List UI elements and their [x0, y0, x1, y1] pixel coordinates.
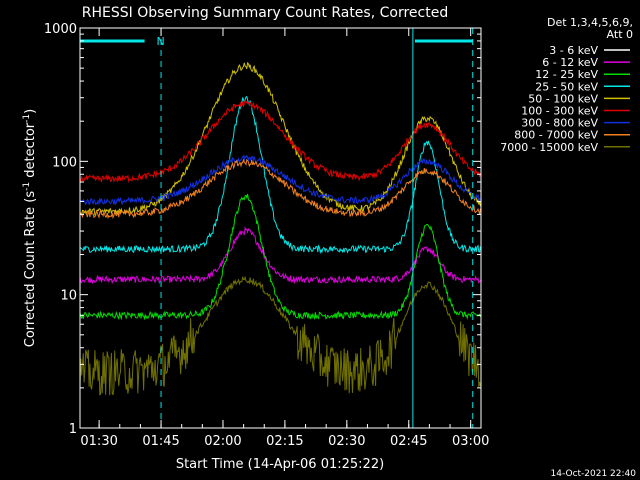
- y-tick-label-0: 1: [69, 422, 77, 437]
- x-tick-label-3: 02:15: [266, 434, 303, 449]
- x-tick-label-1: 01:45: [142, 434, 179, 449]
- series-line-5: [79, 99, 481, 183]
- series-line-8: [79, 275, 481, 396]
- chart-title: RHESSI Observing Summary Count Rates, Co…: [82, 5, 448, 21]
- series-line-4: [79, 61, 481, 217]
- x-axis-label: Start Time (14-Apr-06 01:25:22): [176, 457, 384, 472]
- legend-label-3: 25 - 50 keV: [535, 80, 598, 93]
- legend-label-5: 100 - 300 keV: [521, 105, 598, 118]
- legend-header-line-2: Att 0: [607, 28, 633, 41]
- legend-label-1: 6 - 12 keV: [542, 56, 598, 69]
- series-line-7: [79, 158, 481, 220]
- y-axis-label: Corrected Count Rate (s-1 detector-1): [22, 109, 38, 347]
- x-tick-label-0: 01:30: [80, 434, 117, 449]
- flag-label: N: [157, 35, 165, 48]
- plot-frame: [79, 27, 482, 429]
- legend-label-4: 50 - 100 keV: [528, 92, 598, 105]
- footer-timestamp: 14-Oct-2021 22:40: [551, 469, 637, 479]
- legend-label-6: 300 - 800 keV: [521, 117, 598, 130]
- series-line-1: [79, 226, 481, 285]
- legend-header-line-1: Det 1,3,4,5,6,9,: [547, 16, 633, 29]
- x-tick-label-2: 02:00: [204, 434, 241, 449]
- series-line-2: [79, 193, 481, 321]
- x-tick-label-4: 02:30: [328, 434, 365, 449]
- y-tick-label-1: 10: [60, 289, 77, 304]
- legend-label-8: 7000 - 15000 keV: [500, 141, 598, 154]
- x-tick-label-5: 02:45: [390, 434, 427, 449]
- y-tick-label-3: 1000: [44, 22, 77, 37]
- plot-area: N 01:30 01:45 02:00 02:15 02:30 02:45 03:00 1 10…: [44, 22, 490, 449]
- x-tick-label-6: 03:00: [452, 434, 489, 449]
- legend-label-2: 12 - 25 keV: [535, 68, 598, 81]
- legend-label-0: 3 - 6 keV: [549, 44, 598, 57]
- legend-label-7: 800 - 7000 keV: [514, 129, 598, 142]
- series-line-6: [79, 154, 481, 206]
- series-line-3: [79, 95, 481, 255]
- y-tick-label-2: 100: [52, 155, 77, 170]
